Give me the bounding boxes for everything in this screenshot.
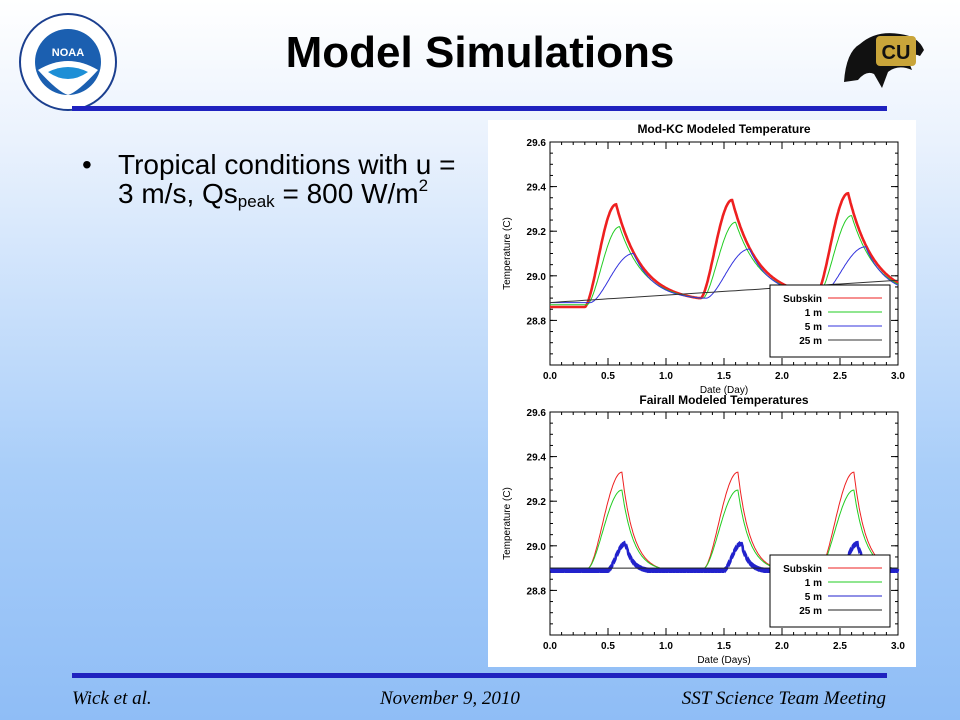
y-tick-label: 29.6	[527, 408, 547, 419]
footer-left: Wick et al.	[72, 688, 152, 709]
y-tick-label: 29.4	[527, 453, 547, 464]
x-tick-label: 2.0	[775, 641, 789, 652]
series-line-subskin	[550, 191, 899, 309]
y-tick-label: 28.8	[527, 586, 547, 597]
x-tick-label: 0.5	[601, 641, 615, 652]
x-tick-label: 3.0	[891, 641, 905, 652]
y-tick-label: 28.8	[527, 316, 547, 327]
legend-label: 5 m	[805, 322, 822, 333]
series-line-5-m	[550, 246, 899, 304]
series-line-1-m	[550, 215, 899, 306]
y-tick-label: 29.6	[527, 138, 547, 149]
legend-label: 1 m	[805, 308, 822, 319]
chart-title: Fairall Modeled Temperatures	[639, 393, 808, 407]
noaa-logo: NOAA	[18, 12, 118, 112]
x-tick-label: 0.5	[601, 371, 615, 382]
y-axis-label: Temperature (C)	[502, 487, 513, 560]
x-tick-label: 0.0	[543, 641, 557, 652]
footer-center: November 9, 2010	[380, 688, 520, 709]
chart-title: Mod-KC Modeled Temperature	[637, 122, 810, 136]
page-title: Model Simulations	[285, 28, 675, 77]
x-axis-label: Date (Days)	[697, 655, 750, 666]
bullet-superscript: 2	[418, 176, 429, 195]
title-rule-top	[72, 106, 887, 111]
chart-figure: Mod-KC Modeled Temperature 0.0 0.5 1.0 1.5 2.…	[502, 122, 905, 666]
bullet-text: Tropical conditions with u = 3 m/s, Qspe…	[118, 149, 463, 211]
x-axis-label: Date (Day)	[700, 385, 748, 396]
y-tick-label: 29.4	[527, 183, 547, 194]
x-tick-label: 3.0	[891, 371, 905, 382]
legend-box	[769, 554, 891, 628]
legend-box	[769, 284, 891, 358]
x-tick-label: 0.0	[543, 371, 557, 382]
y-tick-label: 29.0	[527, 272, 547, 283]
figure-panel: Mod-KC Modeled Temperature 0.0 0.5 1.0 1.5 2.…	[488, 120, 916, 667]
series-line-subskin	[550, 471, 898, 569]
bullet-text-b: = 800 W/m	[274, 178, 419, 209]
series-line-25-m	[549, 279, 899, 304]
series-line-1-m	[550, 489, 898, 569]
bullet-subscript: peak	[237, 192, 275, 211]
x-tick-label: 1.5	[717, 371, 731, 382]
legend-label: 25 m	[799, 606, 822, 617]
y-tick-label: 29.2	[527, 227, 547, 238]
x-tick-label: 1.0	[659, 641, 673, 652]
cu-logo: CU	[838, 22, 928, 92]
y-tick-label: 29.2	[527, 497, 547, 508]
x-tick-label: 1.5	[717, 641, 731, 652]
x-tick-label: 2.5	[833, 371, 847, 382]
legend-label: 1 m	[805, 578, 822, 589]
legend-label: 25 m	[799, 336, 822, 347]
legend-label: Subskin	[783, 294, 822, 305]
legend-label: Subskin	[783, 564, 822, 575]
footer-right: SST Science Team Meeting	[681, 688, 886, 709]
x-tick-label: 2.0	[775, 371, 789, 382]
y-axis-label: Temperature (C)	[502, 217, 513, 290]
x-tick-label: 2.5	[833, 641, 847, 652]
footer-rule	[72, 673, 887, 678]
cu-logo-text: CU	[882, 42, 911, 64]
bullet-text-a: Tropical conditions with u = 3 m/s, Qs	[118, 149, 456, 209]
x-tick-label: 1.0	[659, 371, 673, 382]
legend-label: 5 m	[805, 592, 822, 603]
y-tick-label: 29.0	[527, 542, 547, 553]
noaa-logo-text: NOAA	[52, 47, 84, 59]
bullet-dot: •	[82, 149, 92, 180]
